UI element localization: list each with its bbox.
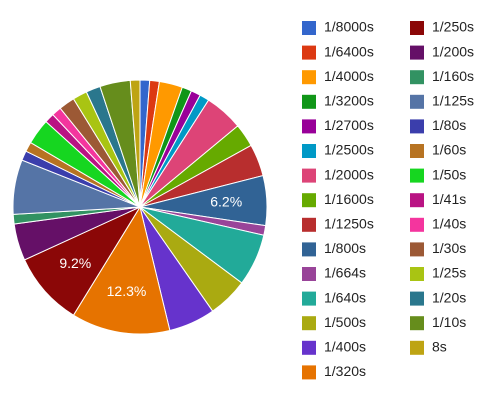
legend-swatch-1-2500s [302, 144, 316, 158]
legend-item-1-200s: 1/200s [410, 43, 474, 60]
legend-label-1-40s: 1/40s [432, 216, 466, 232]
legend-swatch-1-8000s [302, 21, 316, 35]
legend-item-1-800s: 1/800s [302, 240, 366, 257]
legend-swatch-1-640s [302, 291, 316, 306]
legend-swatch-1-664s [302, 267, 316, 281]
legend-item-1-160s: 1/160s [410, 68, 474, 85]
legend-swatch-1-125s [410, 94, 424, 109]
legend-item-1-3200s: 1/3200s [302, 93, 374, 109]
legend-swatch-1-4000s [302, 70, 316, 85]
pie-slices [12, 79, 268, 335]
legend-swatch-1-1250s [302, 217, 316, 232]
legend-label-1-60s: 1/60s [432, 142, 466, 158]
legend-item-1-60s: 1/60s [410, 142, 466, 158]
legend-label-1-640s: 1/640s [324, 289, 366, 305]
legend-item-1-80s: 1/80s [410, 117, 466, 134]
legend-swatch-1-2000s [302, 168, 316, 183]
data-label-1-250s: 9.2% [59, 255, 91, 271]
pie-data-labels: 6.2% 12.3% 9.2% [59, 193, 242, 299]
legend: 1/8000s 1/6400s 1/4000s 1/3200s 1/2700s 1/250… [302, 19, 474, 380]
legend-label-1-50s: 1/50s [432, 166, 466, 182]
legend-label-1-250s: 1/250s [432, 19, 474, 35]
legend-label-1-800s: 1/800s [324, 240, 366, 256]
legend-swatch-1-1600s [302, 193, 316, 208]
legend-label-1-500s: 1/500s [324, 314, 366, 330]
legend-item-1-1250s: 1/1250s [302, 216, 374, 232]
legend-item-1-30s: 1/30s [410, 240, 466, 257]
legend-swatch-1-3200s [302, 94, 316, 109]
legend-item-1-41s: 1/41s [410, 191, 466, 208]
legend-swatch-1-2700s [302, 119, 316, 134]
legend-label-8s: 8s [432, 339, 447, 355]
legend-label-1-80s: 1/80s [432, 117, 466, 133]
pie-slice-8s [129, 79, 141, 208]
legend-label-1-2500s: 1/2500s [324, 142, 374, 158]
legend-item-1-500s: 1/500s [302, 314, 366, 331]
legend-item-1-640s: 1/640s [302, 289, 366, 306]
legend-label-1-20s: 1/20s [432, 289, 466, 305]
legend-item-1-125s: 1/125s [410, 93, 474, 109]
legend-item-1-40s: 1/40s [410, 216, 466, 232]
legend-swatch-1-400s [302, 340, 316, 355]
legend-label-1-6400s: 1/6400s [324, 43, 374, 59]
data-label-1-800s: 6.2% [210, 193, 242, 209]
legend-label-1-4000s: 1/4000s [324, 68, 374, 84]
legend-label-1-8000s: 1/8000s [324, 19, 374, 35]
legend-item-1-664s: 1/664s [302, 265, 366, 281]
data-label-1-320s: 12.3% [107, 283, 147, 299]
legend-swatch-1-160s [410, 70, 424, 85]
legend-swatch-1-40s [410, 217, 424, 232]
legend-label-1-1600s: 1/1600s [324, 191, 374, 207]
legend-label-1-664s: 1/664s [324, 265, 366, 281]
legend-item-1-320s: 1/320s [302, 363, 366, 380]
legend-item-1-2500s: 1/2500s [302, 142, 374, 158]
legend-item-1-4000s: 1/4000s [302, 68, 374, 85]
legend-item-1-50s: 1/50s [410, 166, 466, 183]
legend-label-1-200s: 1/200s [432, 43, 474, 59]
legend-swatch-1-800s [302, 242, 316, 257]
legend-swatch-1-25s [410, 267, 424, 281]
legend-swatch-1-30s [410, 242, 424, 257]
legend-swatch-1-320s [302, 365, 316, 380]
legend-label-1-1250s: 1/1250s [324, 216, 374, 232]
pie-slice-1-320s [72, 205, 171, 335]
legend-label-1-10s: 1/10s [432, 314, 466, 330]
legend-swatch-1-50s [410, 168, 424, 183]
legend-label-1-125s: 1/125s [432, 93, 474, 109]
legend-swatch-1-60s [410, 144, 424, 158]
legend-swatch-1-10s [410, 316, 424, 331]
legend-label-1-30s: 1/30s [432, 240, 466, 256]
legend-label-1-41s: 1/41s [432, 191, 466, 207]
legend-label-1-3200s: 1/3200s [324, 93, 374, 109]
legend-swatch-1-80s [410, 119, 424, 134]
legend-label-1-160s: 1/160s [432, 68, 474, 84]
legend-item-1-250s: 1/250s [410, 19, 474, 35]
legend-swatch-1-6400s [302, 45, 316, 60]
legend-swatch-1-250s [410, 21, 424, 35]
legend-item-1-1600s: 1/1600s [302, 191, 374, 208]
legend-label-1-320s: 1/320s [324, 363, 366, 379]
legend-item-1-8000s: 1/8000s [302, 19, 374, 35]
legend-swatch-8s [410, 340, 424, 355]
legend-item-1-20s: 1/20s [410, 289, 466, 306]
legend-label-1-25s: 1/25s [432, 265, 466, 281]
legend-swatch-1-41s [410, 193, 424, 208]
legend-label-1-2700s: 1/2700s [324, 117, 374, 133]
legend-item-1-2000s: 1/2000s [302, 166, 374, 183]
legend-swatch-1-500s [302, 316, 316, 331]
legend-label-1-400s: 1/400s [324, 339, 366, 355]
legend-item-1-2700s: 1/2700s [302, 117, 374, 134]
legend-item-1-6400s: 1/6400s [302, 43, 374, 60]
legend-item-8s: 8s [410, 339, 447, 355]
legend-item-1-10s: 1/10s [410, 314, 466, 331]
legend-label-1-2000s: 1/2000s [324, 166, 374, 182]
legend-swatch-1-200s [410, 45, 424, 60]
legend-item-1-400s: 1/400s [302, 339, 366, 355]
legend-swatch-1-20s [410, 291, 424, 306]
legend-item-1-25s: 1/25s [410, 265, 466, 281]
